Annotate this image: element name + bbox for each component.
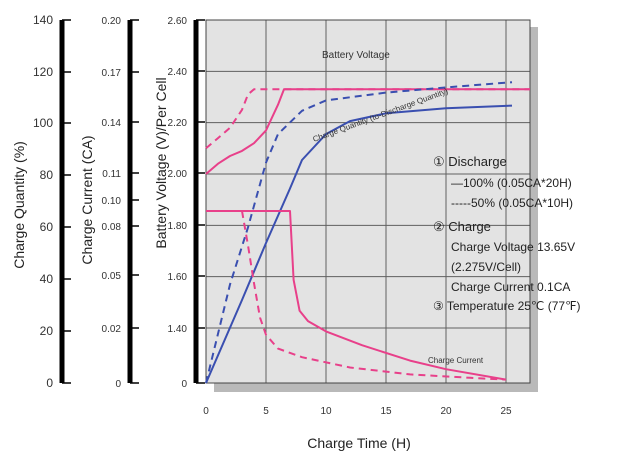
quantity-tick-label: 80 xyxy=(40,168,54,182)
legend-charge-current: Charge Current 0.1CA xyxy=(451,280,570,294)
voltage-tick-label: 2.60 xyxy=(168,16,188,27)
voltage-tick-label: 0 xyxy=(181,379,187,390)
quantity-tick-label: 0 xyxy=(46,376,53,390)
x-tick-label: 10 xyxy=(320,406,332,417)
quantity-tick-label: 100 xyxy=(33,116,53,130)
current-axis-title: Charge Current (CA) xyxy=(79,135,95,264)
plot-area xyxy=(206,20,530,383)
current-tick-label: 0.08 xyxy=(102,222,122,233)
quantity-tick-label: 120 xyxy=(33,65,53,79)
legend-discharge: ① Discharge xyxy=(433,154,507,169)
quantity-tick-label: 140 xyxy=(33,13,53,27)
voltage-axis-title: Battery Voltage (V)/Per Cell xyxy=(153,77,169,248)
voltage-tick-label: 1.40 xyxy=(168,324,188,335)
curves xyxy=(205,81,530,384)
legend-per-cell: (2.275V/Cell) xyxy=(451,260,521,274)
quantity-tick-label: 40 xyxy=(40,272,54,286)
x-tick-label: 0 xyxy=(203,406,209,417)
voltage-tick-label: 1.60 xyxy=(168,272,188,283)
curve-current_100 xyxy=(206,210,507,381)
current-tick-label: 0.20 xyxy=(102,16,122,27)
curve-quantity_50 xyxy=(205,81,513,384)
curve-voltage_50 xyxy=(205,88,530,150)
current-tick-label: 0.17 xyxy=(102,68,122,79)
current-tick-label: 0.02 xyxy=(102,324,122,335)
quantity-tick-label: 20 xyxy=(40,324,54,338)
x-tick-label: 15 xyxy=(380,406,392,417)
legend-d50: -----50% (0.05CA*10H) xyxy=(451,196,573,210)
quantity-axis-title: Charge Quantity (%) xyxy=(11,141,27,269)
x-tick-label: 20 xyxy=(440,406,452,417)
current-tick-label: 0.05 xyxy=(102,271,122,282)
curve-voltage_100 xyxy=(205,88,530,175)
x-tick-label: 25 xyxy=(500,406,512,417)
plot-border xyxy=(205,19,531,384)
annotation-legend: ① Discharge —100% (0.05CA*20H) -----50% … xyxy=(433,154,581,313)
quantity-tick-label: 60 xyxy=(40,220,54,234)
voltage-tick-label: 2.00 xyxy=(168,169,188,180)
curve-current_50 xyxy=(206,210,507,381)
voltage-tick-label: 2.40 xyxy=(168,67,188,78)
current-tick-label: 0.14 xyxy=(102,118,122,129)
legend-temperature: ③ Temperature 25℃ (77℉) xyxy=(433,299,581,313)
y-axes: 0 20 40 60 80 100 120 140 0 0.02 0.05 0.08 0.10 0.11 0… xyxy=(33,13,205,390)
legend-d100: —100% (0.05CA*20H) xyxy=(451,176,572,190)
voltage-tick-label: 1.80 xyxy=(168,221,188,232)
voltage-tick-label: 2.20 xyxy=(168,118,188,129)
legend-charge-voltage: Charge Voltage 13.65V xyxy=(451,240,575,254)
voltage-curve-label: Battery Voltage xyxy=(322,50,390,61)
x-tick-label: 5 xyxy=(263,406,269,417)
current-curve-label: Charge Current xyxy=(428,356,484,365)
grid-lines xyxy=(205,19,531,384)
curve-quantity_100 xyxy=(205,104,513,384)
x-tick-labels: 0 5 10 15 20 25 xyxy=(203,406,512,417)
x-axis-title: Charge Time (H) xyxy=(307,435,410,451)
current-tick-label: 0.11 xyxy=(102,169,121,180)
legend-charge: ② Charge xyxy=(433,219,491,234)
current-tick-label: 0.10 xyxy=(102,196,122,207)
current-tick-label: 0 xyxy=(115,379,121,390)
